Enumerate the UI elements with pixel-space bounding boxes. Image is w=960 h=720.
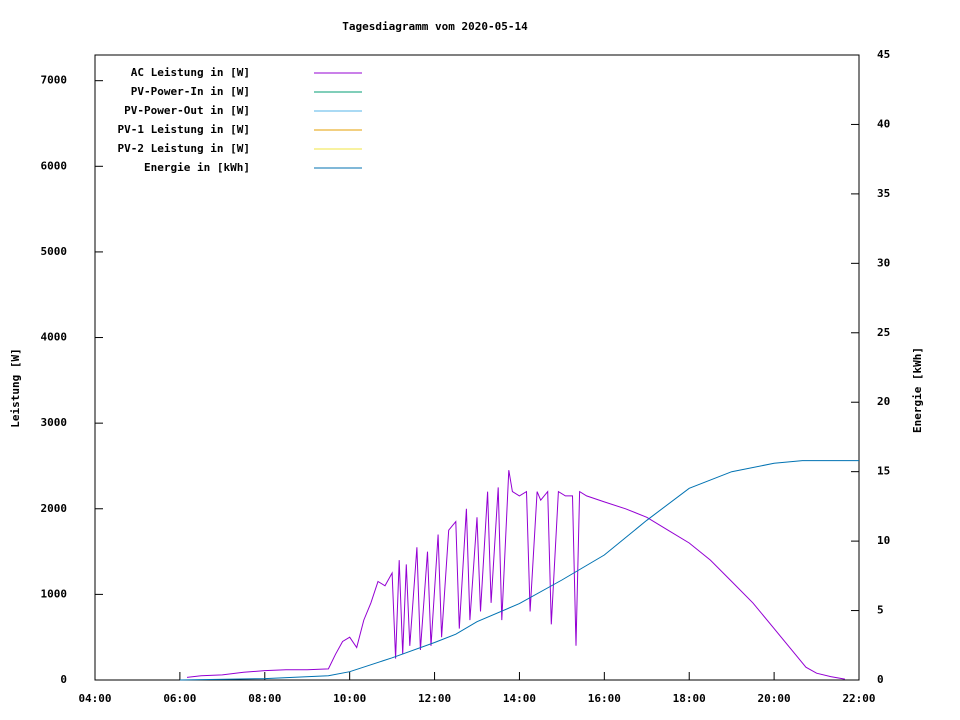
y2-tick-label: 40: [877, 117, 890, 130]
series-line: [186, 470, 845, 680]
x-tick-label: 08:00: [248, 692, 281, 705]
x-tick-label: 12:00: [418, 692, 451, 705]
legend-label: PV-1 Leistung in [W]: [118, 123, 250, 136]
y2-tick-label: 30: [877, 256, 890, 269]
y2-tick-label: 10: [877, 534, 890, 547]
y-tick-label: 2000: [41, 502, 68, 515]
x-tick-label: 18:00: [673, 692, 706, 705]
y-tick-label: 6000: [41, 159, 68, 172]
y2-tick-label: 15: [877, 465, 890, 478]
y-tick-label: 1000: [41, 587, 68, 600]
y2-tick-label: 35: [877, 187, 890, 200]
series-line: [179, 460, 859, 681]
x-tick-label: 14:00: [503, 692, 536, 705]
x-tick-label: 06:00: [163, 692, 196, 705]
y-tick-label: 7000: [41, 74, 68, 87]
x-tick-label: 20:00: [758, 692, 791, 705]
x-tick-label: 16:00: [588, 692, 621, 705]
x-tick-label: 04:00: [78, 692, 111, 705]
y2-tick-label: 25: [877, 326, 890, 339]
y2-tick-label: 45: [877, 48, 890, 61]
x-tick-label: 10:00: [333, 692, 366, 705]
y2-tick-label: 20: [877, 395, 890, 408]
y2-axis-label: Energie [kWh]: [911, 347, 924, 433]
legend-label: PV-Power-In in [W]: [131, 85, 250, 98]
y2-tick-label: 5: [877, 604, 884, 617]
chart-title: Tagesdiagramm vom 2020-05-14: [342, 20, 528, 33]
y-tick-label: 4000: [41, 331, 68, 344]
legend-label: Energie in [kWh]: [144, 161, 250, 174]
y-tick-label: 3000: [41, 416, 68, 429]
plot-frame: [94, 54, 860, 681]
y-axis-label: Leistung [W]: [9, 348, 22, 427]
legend-label: PV-2 Leistung in [W]: [118, 142, 250, 155]
legend-label: AC Leistung in [W]: [131, 66, 250, 79]
y-tick-label: 0: [60, 673, 67, 686]
y2-tick-label: 0: [877, 673, 884, 686]
legend-label: PV-Power-Out in [W]: [124, 104, 250, 117]
y-tick-label: 5000: [41, 245, 68, 258]
x-tick-label: 22:00: [842, 692, 875, 705]
